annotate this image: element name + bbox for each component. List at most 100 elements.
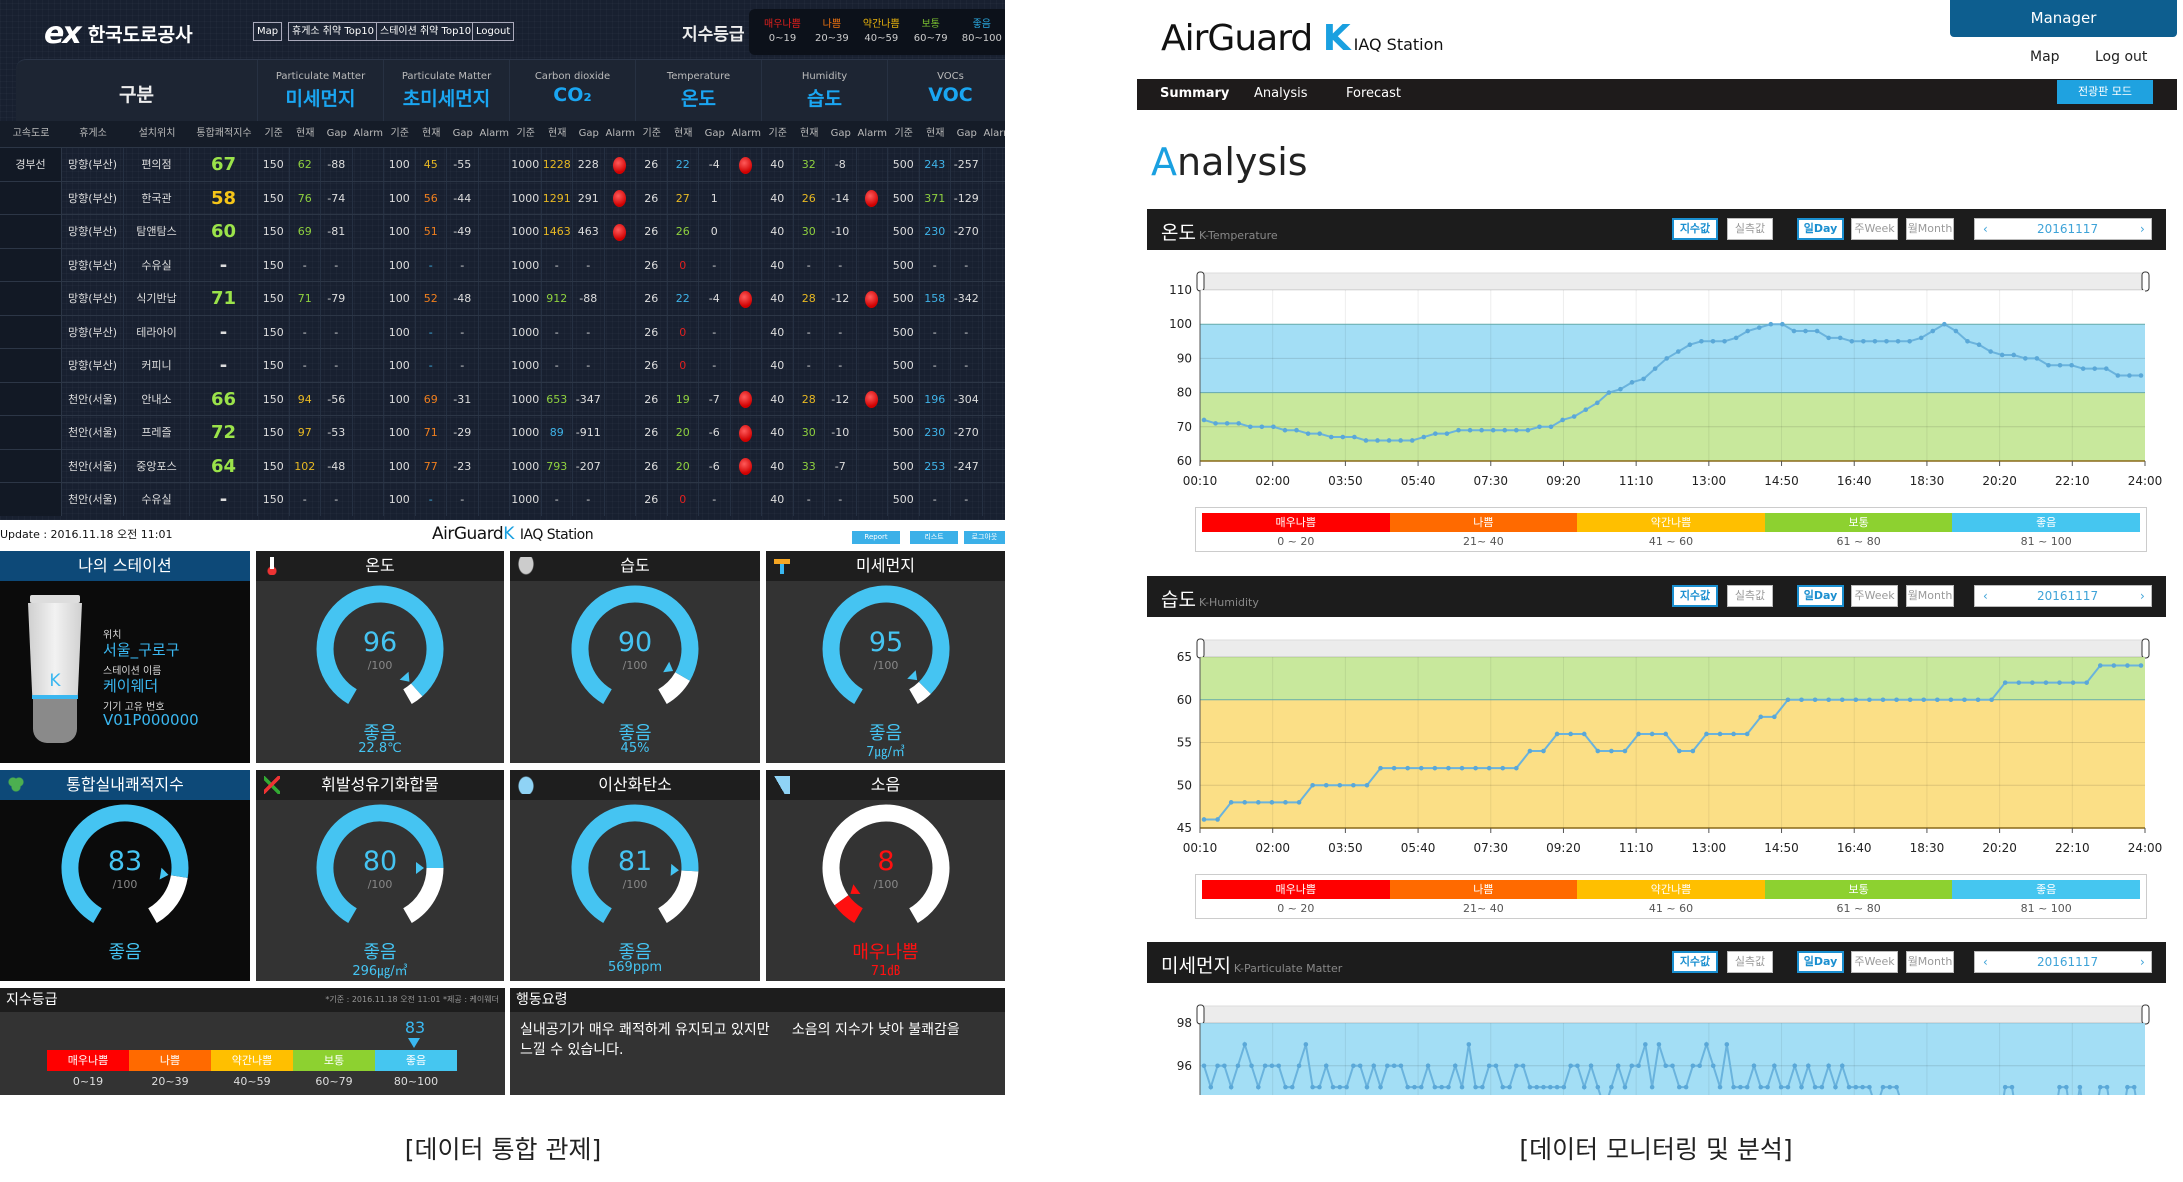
grade-item-label: 좋음 — [972, 19, 991, 30]
date-field[interactable]: 20161117 — [2037, 222, 2099, 236]
table-row[interactable]: 망향(부산) 테라아이 -150- -100- -1000- -26 0-40- -500- - — [0, 314, 1005, 348]
prev-date-button[interactable]: ‹ — [1983, 589, 1988, 603]
base-cell: 150 — [258, 215, 290, 248]
current-cell: 26 — [794, 181, 825, 214]
control-dashboard: ex 한국도로공사 Map 휴게소 취약 Top10 스테이션 취약 Top10… — [0, 0, 1005, 520]
table-row[interactable]: 망향(부산) 한국관 58 150 76 -74 100 56 -44 1000 1291 291 26… — [0, 180, 1005, 214]
measured-toggle-button[interactable]: 실측값 — [1727, 218, 1773, 240]
data-point — [1575, 1063, 1580, 1069]
range-slider-track[interactable] — [1199, 272, 2146, 291]
table-row[interactable]: 천안(서울) 수유실 -150- -100- -1000- -26 0-40- -500- - — [0, 482, 1005, 516]
data-point — [1595, 1084, 1601, 1090]
range-slider-left-handle[interactable] — [1196, 638, 1205, 659]
data-point — [2084, 680, 2089, 685]
day-toggle-button[interactable]: 일Day — [1797, 951, 1844, 973]
gauge-card[interactable]: 휘발성유기화합물 80/100 좋음 296㎍/㎥ — [256, 770, 504, 981]
table-row[interactable]: 경부선 망향(부산) 편의점 67 150 62 -88 100 45 -55 1000 1228 22… — [0, 147, 1005, 181]
logout-link[interactable]: Log out — [2095, 49, 2148, 65]
station-top10-button[interactable]: 스테이션 취약 Top10 — [376, 22, 476, 41]
table-row[interactable]: 천안(서울) 프레즐 72 150 97 -53 100 71 -29 1000 89 -911 26 2… — [0, 415, 1005, 449]
speaker-icon — [774, 776, 790, 794]
measured-toggle-button[interactable]: 실측값 — [1727, 585, 1773, 607]
next-date-button[interactable]: › — [2140, 222, 2145, 236]
measured-toggle-button[interactable]: 실측값 — [1727, 951, 1773, 973]
list-button[interactable]: 리스트 — [910, 531, 958, 544]
date-navigator: ‹ 20161117 › — [1974, 218, 2152, 240]
data-point — [1480, 1084, 1485, 1090]
prev-date-button[interactable]: ‹ — [1983, 222, 1988, 236]
current-cell: 20 — [668, 416, 699, 449]
range-slider-right-handle[interactable] — [2141, 271, 2150, 292]
day-toggle-button[interactable]: 일Day — [1797, 585, 1844, 607]
next-date-button[interactable]: › — [2140, 955, 2145, 969]
current-cell: 371 — [920, 181, 951, 214]
gauge-card[interactable]: 습도 90/100 좋음 45% — [510, 551, 760, 763]
month-toggle-button[interactable]: 월Month — [1906, 951, 1954, 973]
nav-analysis[interactable]: Analysis — [1254, 86, 1308, 101]
week-toggle-button[interactable]: 주Week — [1851, 585, 1898, 607]
base-cell: 26 — [636, 349, 668, 382]
week-toggle-button[interactable]: 주Week — [1851, 218, 1898, 240]
base-cell: 1000 — [510, 416, 542, 449]
data-point — [1606, 390, 1612, 395]
data-point — [1201, 417, 1207, 423]
index-toggle-button[interactable]: 지수값 — [1672, 951, 1718, 973]
map-button[interactable]: Map — [253, 22, 283, 41]
table-row[interactable]: 천안(서울) 중앙포스 64 150 102 -48 100 77 -23 1000 793 -207… — [0, 448, 1005, 482]
gauge-card[interactable]: 이산화탄소 81/100 좋음 569ppm — [510, 770, 760, 981]
gauge-max: /100 — [873, 659, 898, 672]
nav-summary[interactable]: Summary — [1160, 86, 1230, 101]
table-row[interactable]: 천안(서울) 안내소 66 150 94 -56 100 69 -31 1000 653 -347 26… — [0, 381, 1005, 415]
range-slider-right-handle[interactable] — [2141, 638, 2150, 659]
gauge-card[interactable]: 온도 96/100 좋음 22.8℃ — [256, 551, 504, 763]
range-slider-left-handle[interactable] — [1196, 271, 1205, 292]
data-point — [1704, 731, 1709, 737]
next-date-button[interactable]: › — [2140, 589, 2145, 603]
gauge-max: /100 — [368, 878, 393, 891]
date-field[interactable]: 20161117 — [2037, 955, 2099, 969]
alarm-cell — [479, 248, 510, 281]
map-link[interactable]: Map — [2030, 49, 2060, 65]
month-toggle-button[interactable]: 월Month — [1906, 585, 1954, 607]
alarm-cell — [479, 449, 510, 482]
data-point — [1294, 427, 1299, 433]
nav-forecast[interactable]: Forecast — [1346, 86, 1402, 101]
current-cell: 243 — [920, 148, 951, 181]
prev-date-button[interactable]: ‹ — [1983, 955, 1988, 969]
gauge-title: 이산화탄소 — [598, 775, 672, 794]
current-cell: 71 — [290, 282, 321, 315]
highway-cell — [0, 416, 62, 449]
comfort-index-cell: 66 — [190, 382, 258, 415]
month-toggle-button[interactable]: 월Month — [1906, 218, 1954, 240]
index-toggle-button[interactable]: 지수값 — [1672, 218, 1718, 240]
range-slider-left-handle[interactable] — [1196, 1004, 1205, 1025]
date-field[interactable]: 20161117 — [2037, 589, 2099, 603]
gauge-card[interactable]: 소음 8/100 매우나쁨 71㏈ — [766, 770, 1005, 981]
board-mode-button[interactable]: 전광판 모드 — [2057, 80, 2153, 104]
table-row[interactable]: 망향(부산) 수유실 -150- -100- -1000- -26 0-40- -500- - — [0, 247, 1005, 281]
current-cell: 22 — [668, 282, 699, 315]
gauge-card[interactable]: 통합실내쾌적지수 83/100 좋음 — [0, 770, 250, 981]
range-slider-right-handle[interactable] — [2141, 1004, 2150, 1025]
manager-button[interactable]: Manager — [1950, 0, 2177, 37]
gap-cell: -53 — [321, 416, 353, 449]
sub-column-header: Alarm — [353, 128, 383, 139]
series-line — [1204, 664, 2141, 821]
gauge-status: 좋음 — [363, 723, 397, 744]
grade-segment-range: 60~79 — [315, 1075, 353, 1088]
logout-small-button[interactable]: 로그아웃 — [964, 531, 1005, 544]
gauge-card[interactable]: 미세먼지 95/100 좋음 7㎍/㎥ — [766, 551, 1005, 763]
index-toggle-button[interactable]: 지수값 — [1672, 585, 1718, 607]
rest-area-top10-button[interactable]: 휴게소 취약 Top10 — [288, 22, 378, 41]
logout-button[interactable]: Logout — [472, 22, 515, 41]
table-row[interactable]: 망향(부산) 커피니 -150- -100- -1000- -26 0-40- -500- - — [0, 348, 1005, 382]
table-row[interactable]: 망향(부산) 탐앤탐스 60 150 69 -81 100 51 -49 1000 1463 463 2… — [0, 214, 1005, 248]
range-slider-track[interactable] — [1199, 1005, 2146, 1024]
report-button[interactable]: Report — [852, 531, 900, 544]
table-row[interactable]: 망향(부산) 식기반납 71 150 71 -79 100 52 -48 1000 912 -88 26… — [0, 281, 1005, 315]
week-toggle-button[interactable]: 주Week — [1851, 951, 1898, 973]
alarm-cell — [479, 349, 510, 382]
range-slider-track[interactable] — [1199, 639, 2146, 658]
gap-cell: -48 — [447, 282, 479, 315]
day-toggle-button[interactable]: 일Day — [1797, 218, 1844, 240]
